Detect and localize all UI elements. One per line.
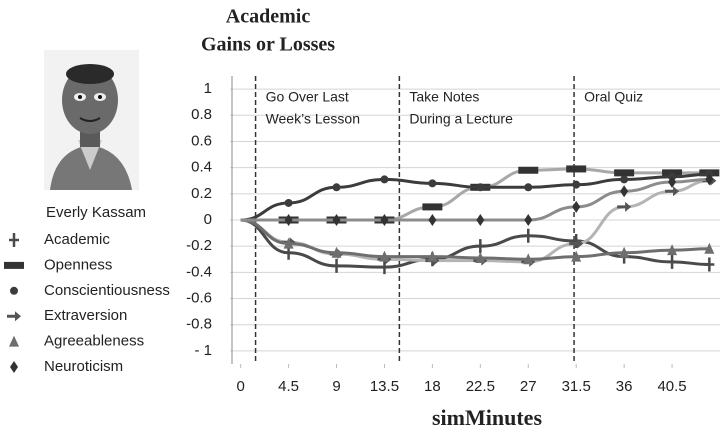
avatar [44, 50, 139, 190]
marker [518, 167, 538, 174]
phase-label: Week’s Lesson [266, 111, 360, 127]
marker [332, 259, 342, 273]
marker [285, 199, 293, 207]
y-tick-label: 0.8 [191, 106, 212, 123]
marker [475, 239, 485, 253]
marker [333, 214, 341, 226]
phase-label: Go Over Last [266, 89, 349, 105]
marker [523, 229, 533, 243]
legend-symbol [7, 311, 21, 321]
x-tick-label: 22.5 [466, 378, 495, 395]
legend-label: Conscientiousness [44, 282, 170, 299]
legend-label: Academic [44, 231, 110, 248]
legend-label: Agreeableness [44, 333, 144, 350]
y-tick-label: -0.4 [186, 263, 212, 280]
phase-label: Take Notes [409, 89, 479, 105]
x-tick-label: 31.5 [562, 378, 591, 395]
series-line [241, 174, 710, 220]
marker [667, 255, 677, 269]
chart-title: Gains or Losses [201, 34, 335, 56]
marker [333, 183, 341, 191]
marker [614, 169, 634, 176]
y-tick-label: 0.4 [191, 159, 212, 176]
x-tick-label: 13.5 [370, 378, 399, 395]
x-tick-label: 0 [236, 378, 244, 395]
marker [524, 214, 532, 226]
marker [476, 214, 484, 226]
marker [428, 214, 436, 226]
marker [620, 185, 628, 197]
marker [524, 183, 532, 191]
y-tick-label: - 1 [194, 342, 212, 359]
x-tick-label: 36 [616, 378, 633, 395]
y-tick-label: -0.8 [186, 316, 212, 333]
marker [380, 214, 388, 226]
x-tick-label: 40.5 [657, 378, 686, 395]
legend-symbol [4, 262, 24, 269]
marker [285, 214, 293, 226]
marker [617, 202, 631, 212]
y-tick-label: -0.2 [186, 237, 212, 254]
legend-symbol [9, 233, 19, 247]
marker [704, 258, 714, 272]
x-tick-label: 4.5 [278, 378, 299, 395]
marker [572, 181, 580, 189]
series-line [241, 220, 710, 259]
legend-symbol [9, 336, 19, 347]
marker [380, 175, 388, 183]
legend-symbol [10, 287, 18, 295]
marker [566, 165, 586, 172]
chart-title: Academic [226, 6, 311, 28]
x-tick-label: 18 [424, 378, 441, 395]
y-tick-label: 0.2 [191, 185, 212, 202]
marker [428, 179, 436, 187]
y-tick-label: 0.6 [191, 132, 212, 149]
marker [620, 175, 628, 183]
y-tick-label: 1 [204, 80, 212, 97]
legend-label: Openness [44, 256, 112, 273]
legend-label: Neuroticism [44, 358, 123, 375]
marker [572, 201, 580, 213]
marker [476, 183, 484, 191]
y-tick-label: 0 [204, 211, 212, 228]
x-tick-label: 27 [520, 378, 537, 395]
legend-label: Extraversion [44, 307, 127, 324]
marker [422, 203, 442, 210]
x-axis-label: simMinutes [432, 405, 542, 430]
chart: Academic Gains or Losses Everly Kassam s… [0, 0, 720, 435]
character-name: Everly Kassam [46, 204, 146, 221]
y-tick-label: -0.6 [186, 290, 212, 307]
phase-label: During a Lecture [409, 111, 513, 127]
phase-label: Oral Quiz [584, 89, 643, 105]
legend-symbol [10, 361, 18, 373]
x-tick-label: 9 [332, 378, 340, 395]
